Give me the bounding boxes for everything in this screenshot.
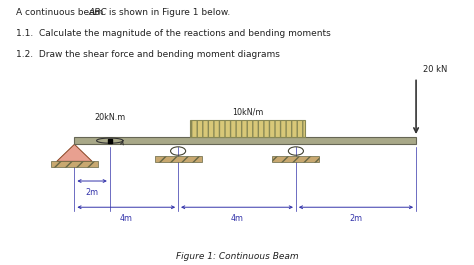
Text: 4m: 4m xyxy=(230,214,244,223)
Text: Figure 1: Continuous Beam: Figure 1: Continuous Beam xyxy=(176,252,298,261)
Text: 2m: 2m xyxy=(85,188,99,197)
Text: is shown in Figure 1 below.: is shown in Figure 1 below. xyxy=(107,8,231,17)
Bar xyxy=(273,156,319,161)
Polygon shape xyxy=(57,144,92,161)
Text: 2m: 2m xyxy=(349,214,363,223)
Text: 4m: 4m xyxy=(120,214,133,223)
Text: 10kN/m: 10kN/m xyxy=(232,108,263,117)
Text: 20 kN: 20 kN xyxy=(423,64,447,73)
Text: 20kN.m: 20kN.m xyxy=(94,113,126,122)
Text: ABC: ABC xyxy=(89,8,107,17)
Bar xyxy=(155,156,201,161)
Bar xyxy=(51,161,98,167)
Text: 1.2.  Draw the shear force and bending moment diagrams: 1.2. Draw the shear force and bending mo… xyxy=(16,50,279,59)
Bar xyxy=(74,137,416,144)
Text: 1.1.  Calculate the magnitude of the reactions and bending moments: 1.1. Calculate the magnitude of the reac… xyxy=(16,29,330,38)
Text: A continuous beam: A continuous beam xyxy=(16,8,106,17)
Bar xyxy=(190,120,305,137)
